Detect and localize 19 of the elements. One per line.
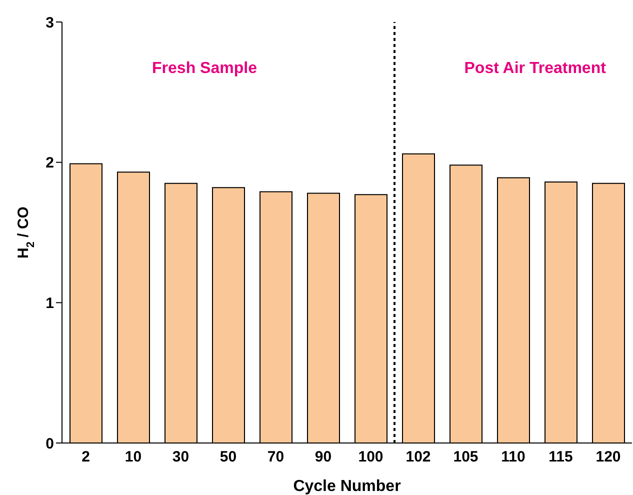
x-tick-label: 105 (453, 448, 478, 466)
x-tick-label: 70 (267, 448, 284, 466)
x-tick-label: 30 (172, 448, 190, 466)
y-tick-label: 0 (46, 435, 54, 452)
annotation: Fresh Sample (152, 60, 257, 78)
x-tick-label: 10 (124, 448, 142, 466)
y-tick-label: 3 (46, 14, 54, 32)
annotation: Post Air Treatment (464, 60, 606, 78)
x-axis-title: Cycle Number (293, 478, 401, 495)
x-tick-label: 115 (548, 448, 573, 466)
x-tick-label: 90 (314, 448, 332, 466)
x-tick-label: 100 (358, 448, 384, 466)
x-tick-label: 2 (82, 448, 90, 466)
y-tick-label: 2 (46, 154, 54, 172)
y-tick-label: 1 (46, 294, 54, 312)
x-tick-label: 50 (220, 448, 237, 466)
x-tick-label: 110 (501, 448, 526, 466)
x-tick-label: 120 (596, 448, 621, 466)
x-tick-label: 102 (406, 448, 431, 466)
